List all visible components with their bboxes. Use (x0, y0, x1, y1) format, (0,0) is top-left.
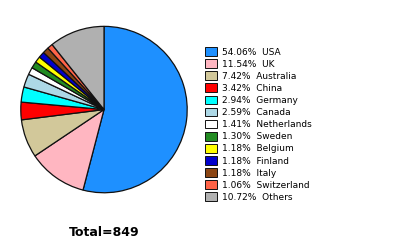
Wedge shape (83, 26, 187, 193)
Wedge shape (44, 48, 104, 110)
Wedge shape (24, 74, 104, 110)
Wedge shape (36, 57, 104, 110)
Wedge shape (32, 62, 104, 110)
Wedge shape (21, 87, 104, 110)
Text: Total=849: Total=849 (69, 226, 139, 239)
Wedge shape (21, 102, 104, 120)
Wedge shape (48, 45, 104, 110)
Wedge shape (40, 53, 104, 110)
Wedge shape (35, 110, 104, 190)
Wedge shape (29, 68, 104, 110)
Legend: 54.06%  USA, 11.54%  UK, 7.42%  Australia, 3.42%  China, 2.94%  Germany, 2.59%  : 54.06% USA, 11.54% UK, 7.42% Australia, … (204, 47, 312, 202)
Wedge shape (52, 26, 104, 110)
Wedge shape (22, 110, 104, 156)
